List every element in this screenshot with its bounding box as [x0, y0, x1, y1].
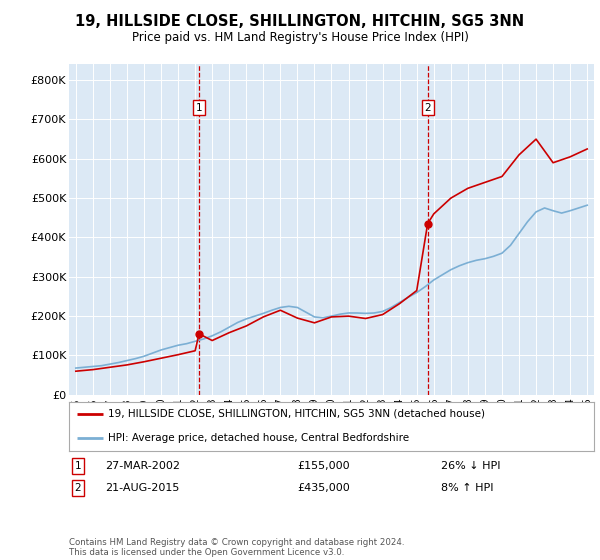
Text: £435,000: £435,000 — [297, 483, 350, 493]
Text: 8% ↑ HPI: 8% ↑ HPI — [441, 483, 493, 493]
Text: 2: 2 — [74, 483, 82, 493]
Text: HPI: Average price, detached house, Central Bedfordshire: HPI: Average price, detached house, Cent… — [109, 433, 409, 444]
Text: £155,000: £155,000 — [297, 461, 350, 471]
Text: 2: 2 — [424, 102, 431, 113]
Text: 26% ↓ HPI: 26% ↓ HPI — [441, 461, 500, 471]
Text: 21-AUG-2015: 21-AUG-2015 — [105, 483, 179, 493]
Text: Contains HM Land Registry data © Crown copyright and database right 2024.
This d: Contains HM Land Registry data © Crown c… — [69, 538, 404, 557]
Text: 27-MAR-2002: 27-MAR-2002 — [105, 461, 180, 471]
Text: 1: 1 — [196, 102, 202, 113]
Text: 1: 1 — [74, 461, 82, 471]
Text: 19, HILLSIDE CLOSE, SHILLINGTON, HITCHIN, SG5 3NN (detached house): 19, HILLSIDE CLOSE, SHILLINGTON, HITCHIN… — [109, 409, 485, 419]
Text: 19, HILLSIDE CLOSE, SHILLINGTON, HITCHIN, SG5 3NN: 19, HILLSIDE CLOSE, SHILLINGTON, HITCHIN… — [76, 14, 524, 29]
Text: Price paid vs. HM Land Registry's House Price Index (HPI): Price paid vs. HM Land Registry's House … — [131, 31, 469, 44]
